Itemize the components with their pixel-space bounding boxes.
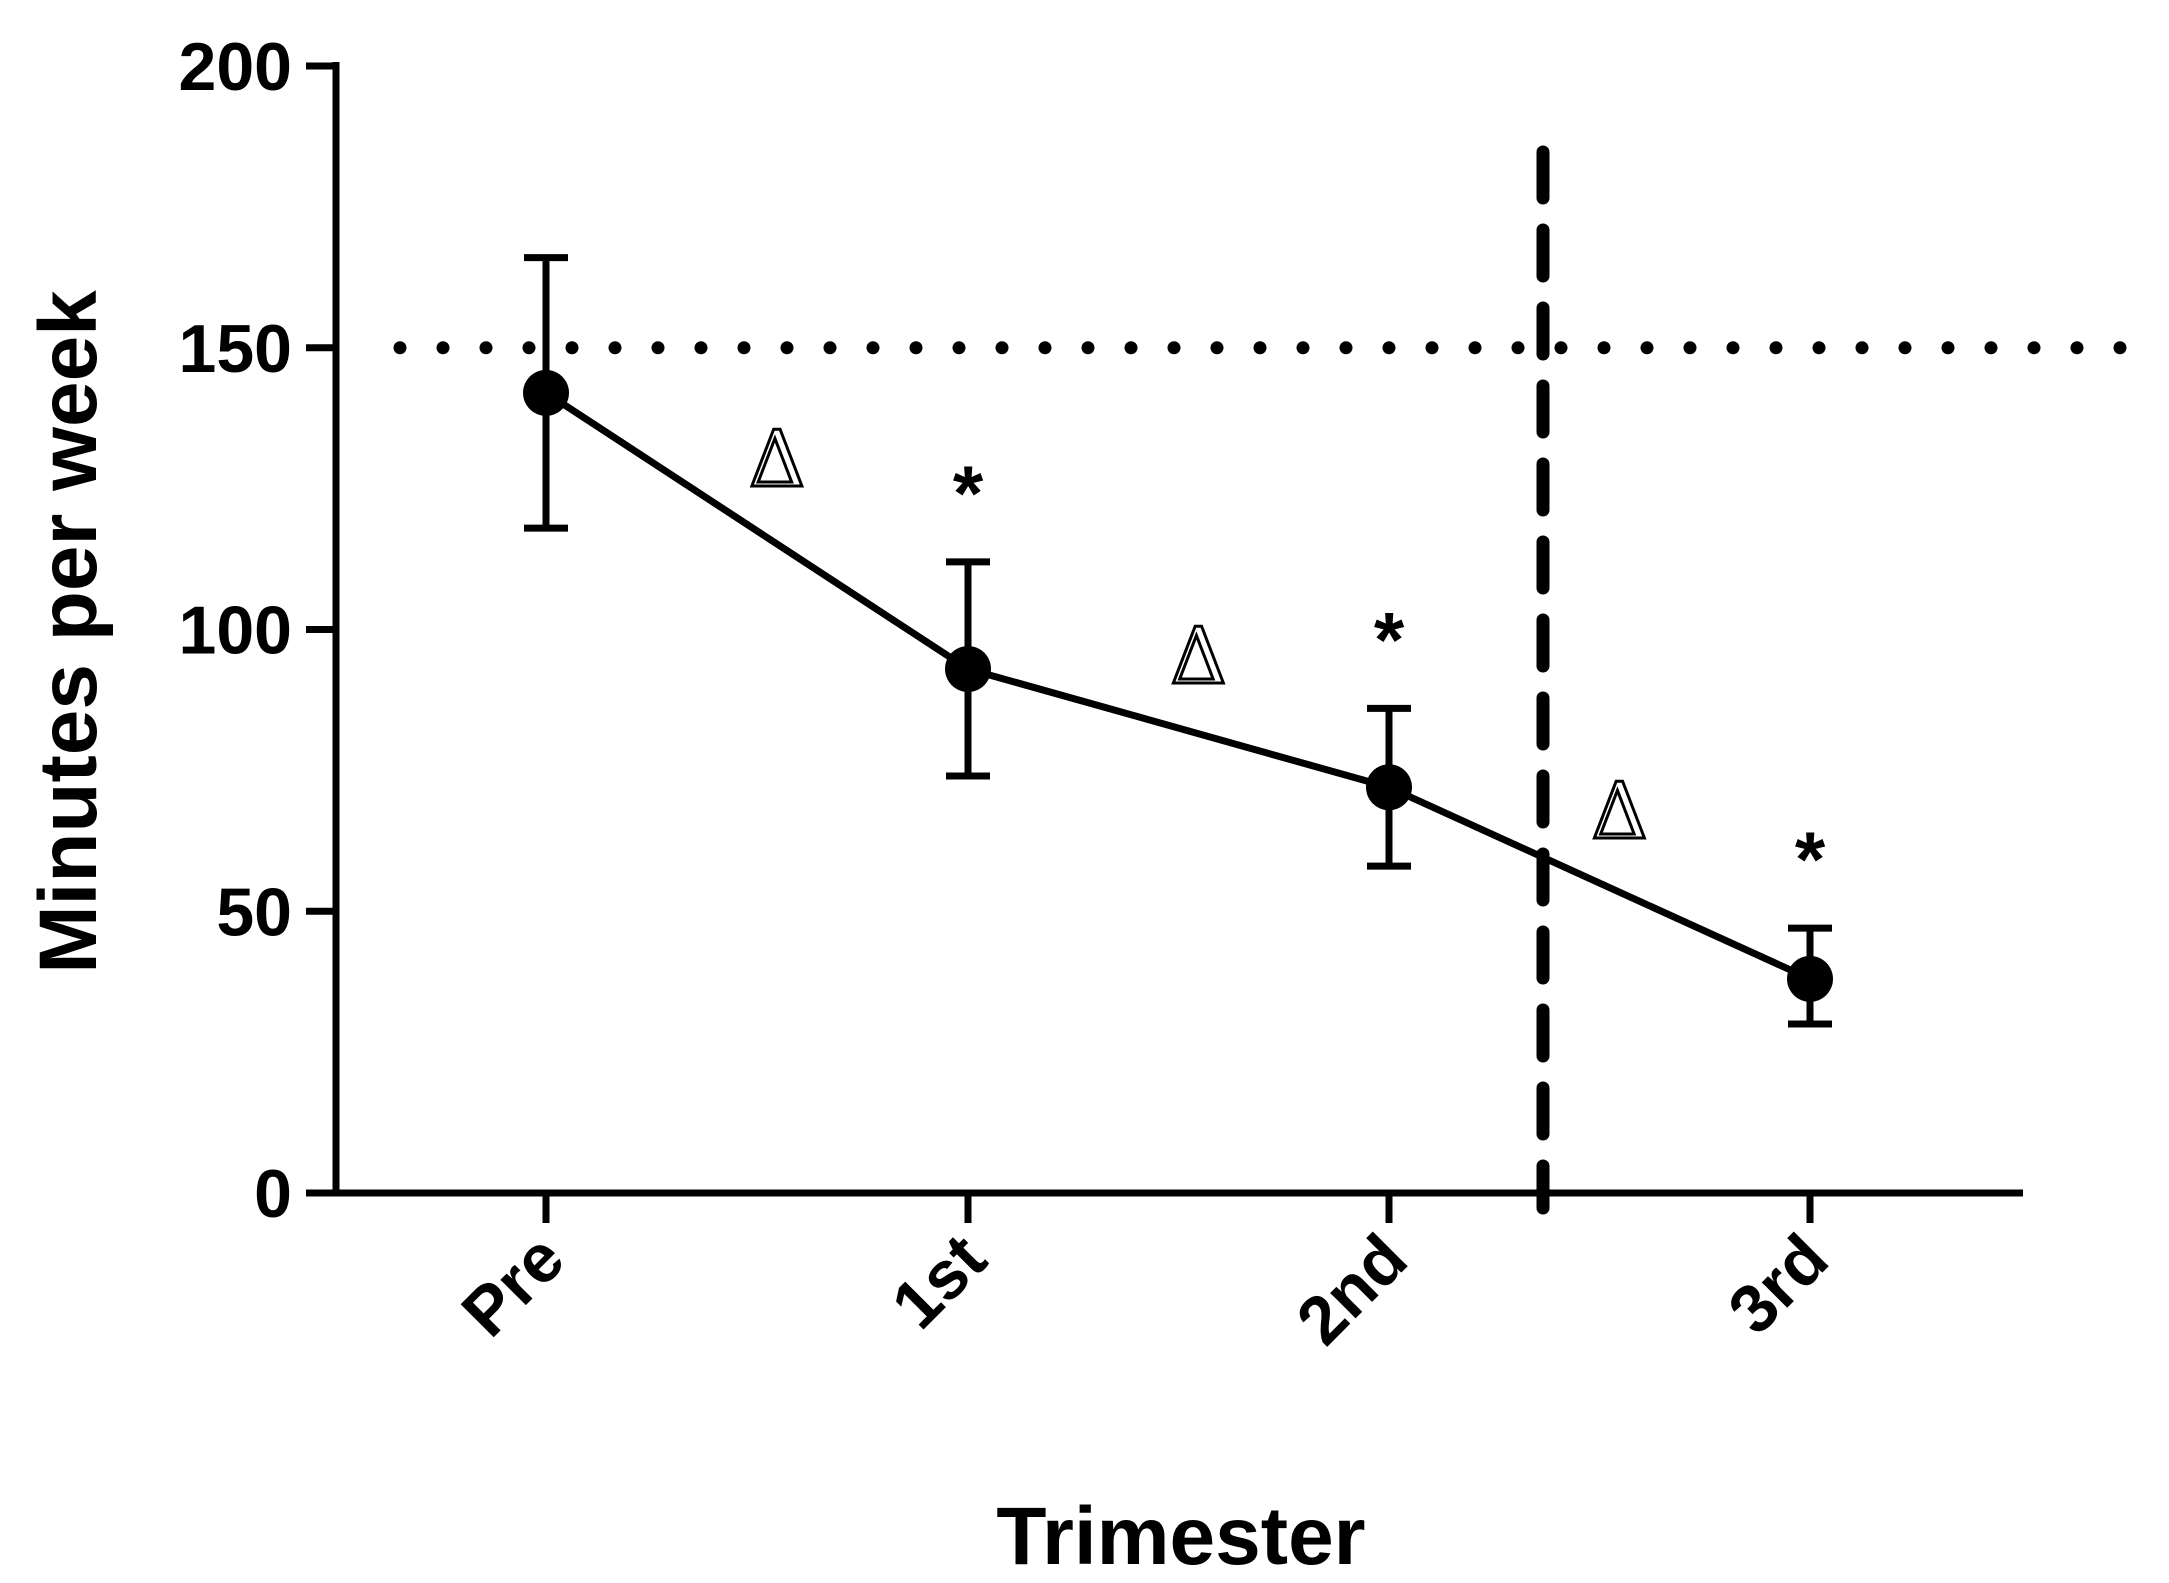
series-line bbox=[544, 389, 1812, 983]
x-tick-label: Pre bbox=[447, 1220, 578, 1351]
y-tick-label: 150 bbox=[179, 311, 292, 387]
axes: 0 50 100 150 200 Pre 1st 2nd 3rd bbox=[179, 29, 2023, 1359]
data-point bbox=[945, 645, 991, 692]
data-series bbox=[523, 254, 1833, 1028]
delta-symbol: Δ bbox=[1591, 767, 1647, 857]
data-point bbox=[1787, 955, 1833, 1002]
x-tick-label: 1st bbox=[877, 1220, 1000, 1343]
x-tick-label: 3rd bbox=[1714, 1220, 1843, 1349]
x-tick-label: 2nd bbox=[1282, 1220, 1421, 1359]
y-axis-title: Minutes per week bbox=[23, 290, 114, 974]
significance-star: * bbox=[1795, 815, 1826, 903]
reference-lines bbox=[393, 145, 2157, 1215]
annotations: * * * Δ Δ Δ bbox=[747, 413, 1826, 903]
delta-symbol: Δ bbox=[749, 415, 805, 505]
significance-star: * bbox=[953, 449, 984, 537]
y-tick-label: 100 bbox=[179, 593, 292, 669]
y-tick-label: 0 bbox=[254, 1156, 292, 1232]
data-point bbox=[1366, 764, 1412, 811]
data-point bbox=[523, 369, 569, 416]
delta-symbol: Δ bbox=[1170, 612, 1226, 702]
x-axis-title: Trimester bbox=[996, 1491, 1365, 1582]
y-tick-label: 200 bbox=[179, 29, 292, 105]
y-tick-label: 50 bbox=[216, 874, 292, 950]
significance-star: * bbox=[1374, 595, 1405, 683]
